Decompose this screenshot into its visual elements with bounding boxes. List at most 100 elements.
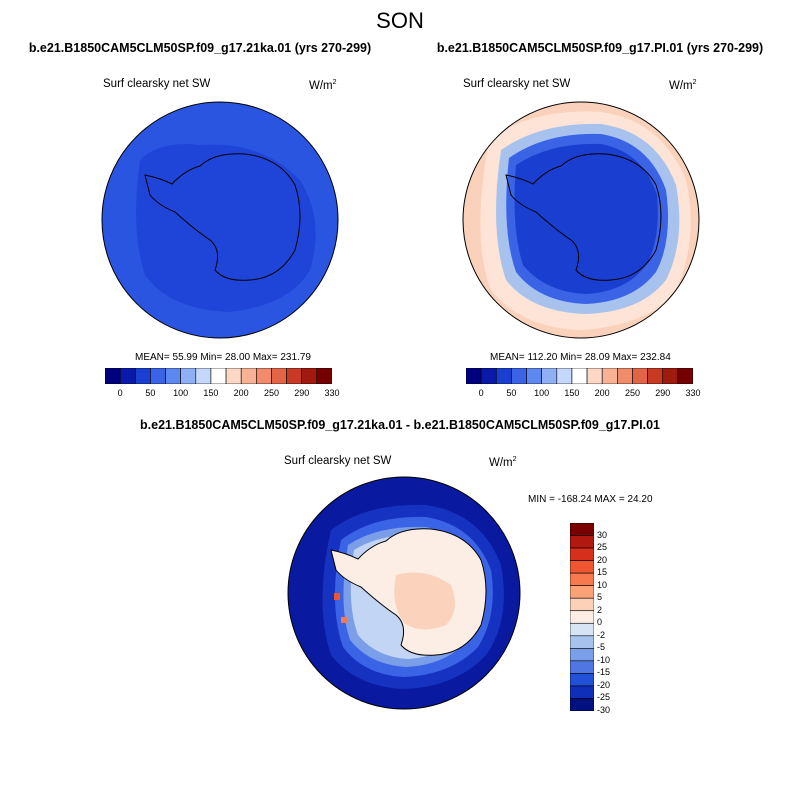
panel-1-colorbar-swatch bbox=[271, 368, 287, 384]
panel-2-colorbar-tick-label: 250 bbox=[624, 388, 640, 398]
difference-colorbar-label: 10 bbox=[597, 579, 608, 590]
difference-colorbar-label: -25 bbox=[597, 692, 611, 703]
panel-2-case-title: b.e21.B1850CAM5CLM50SP.f09_g17.PI.01 (yr… bbox=[436, 41, 764, 55]
panel-1-colorbar-tick-label: 100 bbox=[173, 388, 189, 398]
panel-1-colorbar-swatch bbox=[225, 368, 242, 384]
panel-1-ice-field bbox=[136, 144, 316, 312]
difference-colorbar-swatch bbox=[570, 685, 594, 699]
panel-1-coastline bbox=[144, 153, 301, 281]
panel-2-coastline bbox=[505, 153, 662, 281]
difference-colorbar-label: 0 bbox=[597, 617, 603, 628]
difference-warm-interior bbox=[394, 572, 455, 630]
panel-2-colorbar-swatch bbox=[632, 368, 648, 384]
panel-1-map-border bbox=[101, 101, 339, 339]
difference-variable-label: Surf clearsky net SW bbox=[284, 455, 392, 467]
difference-colorbar-label: 20 bbox=[597, 554, 608, 565]
panel-2-colorbar-swatch bbox=[662, 368, 679, 384]
panel-2-colorbar-tick-label: 150 bbox=[564, 388, 580, 398]
difference-stats: MIN = -168.24 MAX = 24.20 bbox=[528, 494, 653, 505]
panel-2-colorbar-swatch bbox=[466, 368, 482, 384]
difference-colorbar-label: 15 bbox=[597, 567, 608, 578]
panel-1-colorbar-tick-label: 50 bbox=[145, 388, 156, 398]
difference-title: b.e21.B1850CAM5CLM50SP.f09_g17.21ka.01 -… bbox=[140, 418, 660, 432]
panel-1-map bbox=[101, 101, 339, 339]
panel-2-colorbar-swatch bbox=[495, 368, 512, 384]
panel-1-colorbar-tick-label: 150 bbox=[203, 388, 219, 398]
panel-1-stats: MEAN= 55.99 Min= 28.00 Max= 231.79 bbox=[135, 352, 311, 363]
panel-2-ice-field bbox=[514, 143, 658, 294]
difference-colorbar-swatch bbox=[570, 698, 594, 711]
panel-1-colorbar-tick-label: 330 bbox=[324, 388, 340, 398]
panel-2-colorbar-swatch bbox=[556, 368, 573, 384]
difference-colorbar-swatch bbox=[570, 560, 594, 574]
panel-2-colorbar-tick-label: 290 bbox=[655, 388, 671, 398]
panel-2-colorbar bbox=[466, 368, 693, 384]
difference-colorbar-label: -15 bbox=[597, 667, 611, 678]
difference-colorbar-swatch bbox=[570, 572, 594, 586]
difference-colorbar-label: -5 bbox=[597, 642, 606, 653]
difference-colorbar-label: -10 bbox=[597, 654, 611, 665]
panel-2-colorbar-swatch bbox=[541, 368, 558, 384]
panel-1-colorbar-swatch bbox=[316, 368, 332, 384]
panel-1-colorbar-tick-label: 0 bbox=[117, 388, 123, 398]
panel-2-colorbar-swatch bbox=[601, 368, 618, 384]
panel-2-colorbar-swatch bbox=[647, 368, 664, 384]
difference-warm-spot-1 bbox=[334, 593, 340, 600]
panel-1-colorbar-swatch bbox=[180, 368, 197, 384]
panel-1-colorbar-swatch bbox=[301, 368, 318, 384]
difference-coastline bbox=[330, 528, 487, 656]
difference-colorbar-swatch bbox=[570, 648, 594, 662]
panel-1-colorbar-swatch bbox=[119, 368, 136, 384]
difference-map-border bbox=[287, 476, 521, 710]
panel-1-colorbar-tick-label: 250 bbox=[263, 388, 279, 398]
panel-1-colorbar-swatch bbox=[150, 368, 166, 384]
difference-colorbar-swatch bbox=[570, 635, 594, 649]
panel-2-colorbar-swatch bbox=[480, 368, 497, 384]
panel-2-map-border bbox=[462, 101, 700, 339]
difference-colorbar-swatch bbox=[570, 622, 594, 637]
panel-1-colorbar-tick-label: 200 bbox=[233, 388, 249, 398]
panel-2-colorbar-tick-label: 50 bbox=[506, 388, 517, 398]
difference-colorbar-swatch bbox=[570, 535, 594, 549]
panel-1-colorbar-swatch bbox=[240, 368, 257, 384]
panel-1-colorbar-swatch bbox=[210, 368, 227, 384]
panel-2-colorbar-swatch bbox=[571, 368, 588, 384]
difference-colorbar-label: 25 bbox=[597, 542, 608, 553]
panel-1-colorbar-swatch bbox=[195, 368, 212, 384]
difference-colorbar-label: -20 bbox=[597, 679, 611, 690]
panel-2-colorbar-swatch bbox=[617, 368, 633, 384]
panel-1-warm-edge bbox=[102, 290, 135, 338]
difference-colorbar-swatch bbox=[570, 673, 594, 687]
difference-colorbar-label: -2 bbox=[597, 629, 606, 640]
panel-1-colorbar-swatch bbox=[256, 368, 272, 384]
panel-2-variable-label: Surf clearsky net SW bbox=[463, 78, 571, 90]
difference-colorbar bbox=[570, 523, 594, 711]
panel-1-colorbar-swatch bbox=[286, 368, 303, 384]
difference-colorbar-swatch bbox=[570, 523, 594, 536]
panel-2-units: W/m2 bbox=[669, 79, 697, 92]
panel-1-colorbar-swatch bbox=[105, 368, 121, 384]
difference-warm-spot-2 bbox=[341, 617, 347, 623]
difference-colorbar-swatch bbox=[570, 585, 594, 599]
panel-2-colorbar-tick-label: 200 bbox=[594, 388, 610, 398]
panel-2-map bbox=[462, 101, 700, 339]
panel-1-colorbar-swatch bbox=[165, 368, 181, 384]
difference-colorbar-label: 30 bbox=[597, 529, 608, 540]
panel-2-colorbar-swatch bbox=[511, 368, 527, 384]
panel-2-colorbar-tick-label: 100 bbox=[534, 388, 550, 398]
panel-2-colorbar-swatch bbox=[677, 368, 693, 384]
panel-1-units: W/m2 bbox=[309, 79, 337, 92]
panel-1-colorbar-tick-label: 290 bbox=[294, 388, 310, 398]
panel-1-variable-label: Surf clearsky net SW bbox=[103, 78, 211, 90]
panel-2-colorbar-tick-label: 330 bbox=[685, 388, 701, 398]
difference-peninsula-patch bbox=[344, 561, 358, 567]
difference-colorbar-label: -30 bbox=[597, 705, 611, 715]
panel-1-colorbar bbox=[105, 368, 332, 384]
panel-2-colorbar-swatch bbox=[526, 368, 542, 384]
panel-2-stats: MEAN= 112.20 Min= 28.09 Max= 232.84 bbox=[490, 352, 671, 363]
panel-1-case-title: b.e21.B1850CAM5CLM50SP.f09_g17.21ka.01 (… bbox=[28, 41, 372, 55]
difference-colorbar-swatch bbox=[570, 597, 594, 612]
difference-units: W/m2 bbox=[489, 456, 517, 469]
difference-colorbar-label: 5 bbox=[597, 592, 603, 603]
panel-1-colorbar-swatch bbox=[134, 368, 151, 384]
